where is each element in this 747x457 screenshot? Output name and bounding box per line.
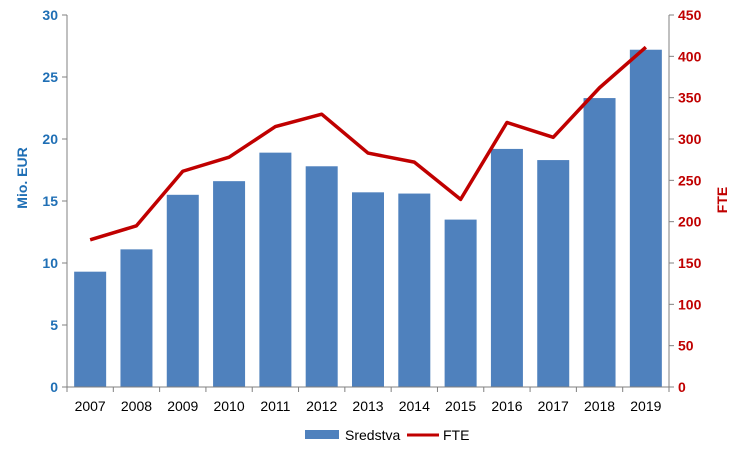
- legend-label-bars: Sredstva: [345, 427, 400, 443]
- x-tick-label: 2015: [445, 398, 476, 414]
- x-tick-label: 2018: [584, 398, 615, 414]
- x-tick-label: 2008: [121, 398, 152, 414]
- y-tick-label-right: 50: [678, 338, 694, 354]
- y-tick-label-left: 30: [42, 7, 58, 23]
- bars-layer: [74, 49, 662, 387]
- line-layer: [89, 45, 647, 242]
- bar-2019: [629, 49, 662, 387]
- bar-2009: [166, 194, 199, 387]
- x-tick-label: 2012: [306, 398, 337, 414]
- x-tick-label: 2016: [491, 398, 522, 414]
- bar-2008: [120, 249, 153, 387]
- bar-2007: [74, 271, 107, 387]
- bar-2016: [490, 148, 523, 387]
- y-tick-label-left: 20: [42, 131, 58, 147]
- x-tick-label: 2011: [260, 398, 290, 414]
- y-tick-label-left: 10: [42, 255, 58, 271]
- y-tick-label-right: 250: [678, 172, 702, 188]
- y-tick-label-right: 450: [678, 7, 702, 23]
- y-tick-label-left: 15: [42, 193, 58, 209]
- legend-label-line: FTE: [443, 427, 469, 443]
- y-tick-label-right: 400: [678, 48, 702, 64]
- x-tick-label: 2017: [538, 398, 569, 414]
- y-tick-label-right: 150: [678, 255, 702, 271]
- legend-swatch-bars: [305, 430, 339, 439]
- bar-2012: [305, 166, 338, 387]
- y-tick-label-right: 350: [678, 90, 702, 106]
- y-tick-label-right: 100: [678, 296, 702, 312]
- bar-2010: [213, 181, 246, 387]
- y-tick-label-left: 25: [42, 69, 58, 85]
- bar-2018: [583, 98, 616, 387]
- x-tick-label: 2009: [167, 398, 198, 414]
- x-tick-label: 2007: [75, 398, 106, 414]
- y-tick-label-right: 300: [678, 131, 702, 147]
- bar-2011: [259, 152, 292, 387]
- bar-2014: [398, 193, 431, 387]
- x-tick-label: 2013: [352, 398, 383, 414]
- y-tick-label-right: 0: [678, 379, 686, 395]
- ticks-layer: 0510152025300501001502002503003504004502…: [42, 7, 701, 414]
- x-tick-label: 2019: [630, 398, 661, 414]
- y-axis-title-left: Mio. EUR: [14, 147, 30, 208]
- legend: Sredstva FTE: [305, 427, 469, 443]
- bar-2017: [537, 160, 570, 387]
- y-tick-label-right: 200: [678, 214, 702, 230]
- y-axis-title-right: FTE: [714, 187, 730, 213]
- x-tick-label: 2014: [399, 398, 430, 414]
- y-tick-label-left: 5: [50, 317, 58, 333]
- x-tick-label: 2010: [213, 398, 244, 414]
- bar-2015: [444, 219, 477, 387]
- y-tick-label-left: 0: [50, 379, 58, 395]
- bar-2013: [352, 192, 384, 387]
